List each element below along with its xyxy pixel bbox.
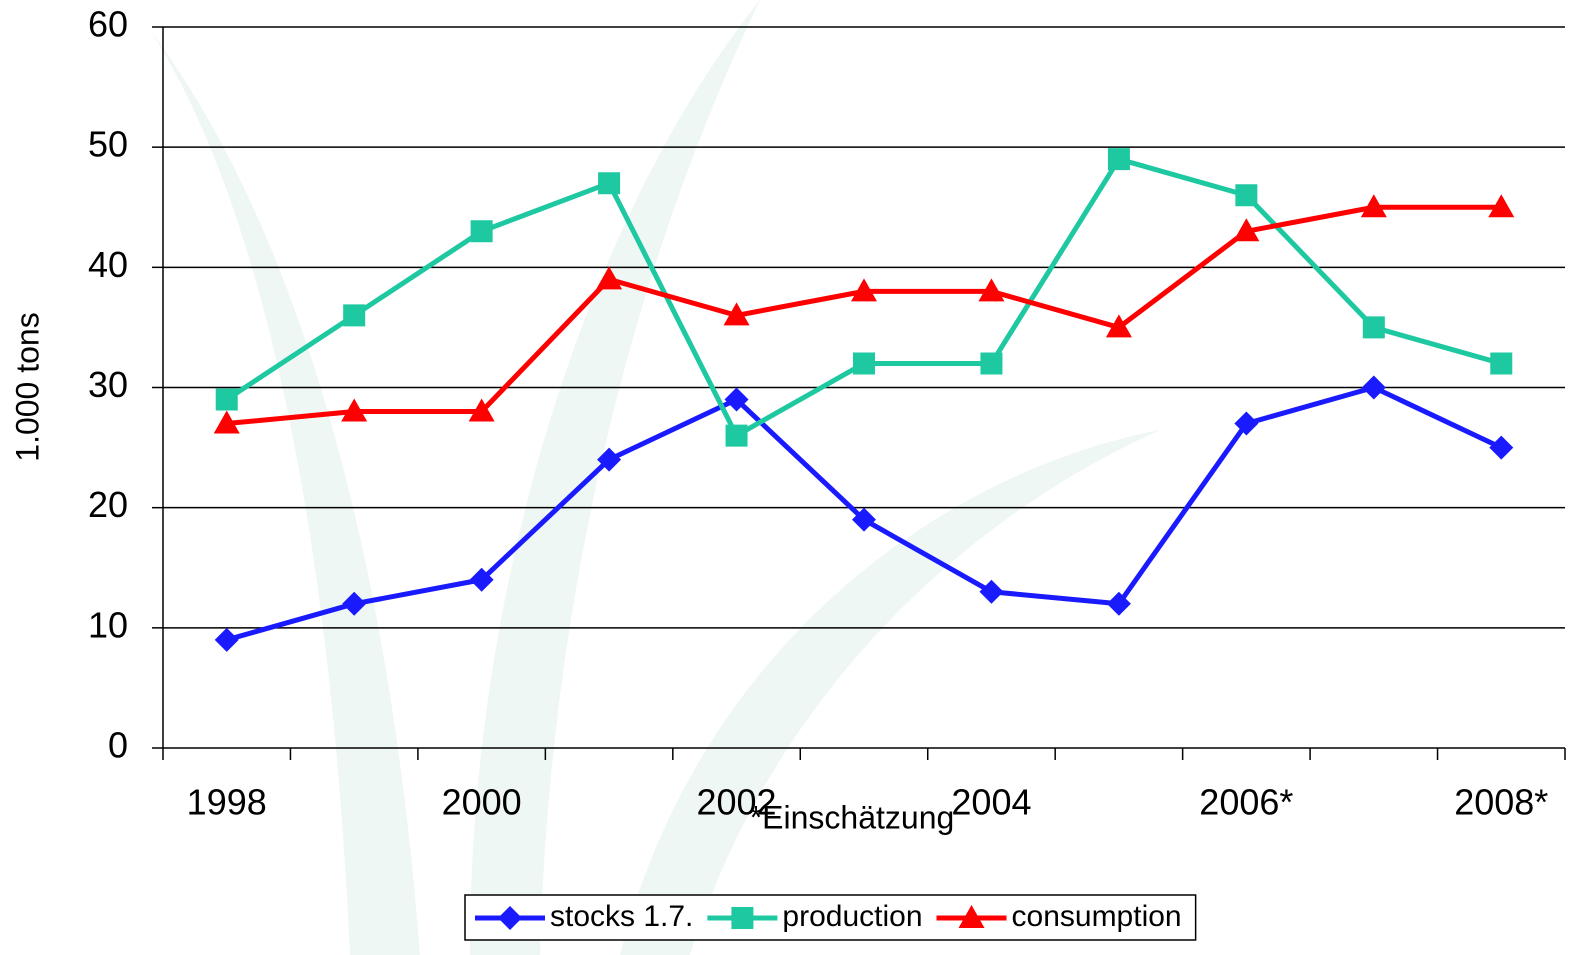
data-point (1105, 314, 1132, 338)
x-tick-label: 2004 (951, 782, 1031, 823)
data-point (978, 278, 1005, 302)
y-tick-label: 10 (88, 604, 128, 645)
legend-marker (498, 906, 522, 930)
y-axis-label: 1.000 tons (9, 312, 45, 461)
data-point (343, 304, 366, 327)
data-point (1362, 316, 1385, 339)
data-point (1107, 148, 1130, 171)
data-point (1106, 591, 1131, 616)
data-point (215, 388, 238, 411)
data-point (468, 398, 495, 422)
data-point (853, 352, 875, 375)
y-tick-label: 50 (88, 124, 128, 165)
data-point (1489, 435, 1514, 460)
data-point (979, 579, 1004, 604)
data-point (470, 220, 493, 243)
series-line (226, 204, 1502, 427)
data-point (852, 507, 876, 532)
data-point (598, 172, 621, 195)
data-point (213, 410, 240, 434)
x-tick-label: 2008* (1454, 782, 1548, 823)
data-point (214, 627, 239, 652)
y-tick-label: 30 (88, 364, 128, 405)
legend-marker (731, 907, 754, 929)
y-tick-label: 20 (88, 484, 128, 525)
data-point (1488, 194, 1515, 218)
x-axis-label: *Einschätzung (750, 799, 955, 835)
data-point (1360, 194, 1387, 218)
legend-label: consumption (1012, 900, 1182, 933)
data-point (1361, 375, 1386, 400)
data-point (1233, 218, 1260, 242)
data-point (724, 387, 749, 412)
data-point (725, 424, 748, 447)
legend-label: stocks 1.7. (550, 900, 693, 933)
x-tick-label: 1998 (187, 782, 267, 823)
y-tick-label: 40 (88, 244, 128, 285)
data-point (469, 567, 494, 592)
x-tick-label: 2000 (442, 782, 522, 823)
y-tick-label: 60 (88, 4, 128, 45)
data-point (1234, 411, 1259, 436)
data-point (597, 447, 622, 472)
data-point (980, 352, 1003, 375)
x-tick-label: 2006* (1199, 782, 1293, 823)
data-point (1490, 352, 1513, 375)
legend-box (464, 894, 1197, 941)
data-point (723, 302, 750, 326)
data-point (851, 278, 877, 302)
y-tick-label: 0 (108, 725, 128, 766)
data-point (342, 591, 367, 616)
legend-label: production (782, 900, 922, 933)
legend-marker (958, 905, 985, 928)
x-tick-label: 2002 (696, 782, 776, 823)
data-point (1235, 184, 1258, 207)
data-point (341, 398, 368, 422)
data-point (596, 266, 623, 290)
